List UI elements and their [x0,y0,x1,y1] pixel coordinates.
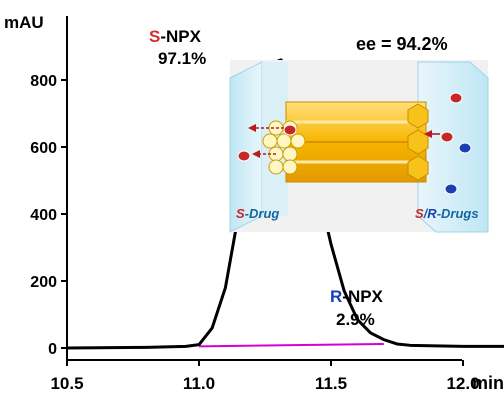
inset-right-s: S [415,206,424,221]
y-tick-label: 0 [48,341,57,358]
r-peak-suffix: -NPX [342,287,383,306]
inset-right-sep: / [423,206,429,221]
y-axis-label: mAU [4,13,44,32]
r-peak-name: R-NPX [330,287,384,306]
r-drug-molecules [444,142,472,195]
x-tick-label: 12.0 [446,374,479,393]
inset-right-r: R [427,206,437,221]
arrow-head-icon [252,150,260,158]
s-peak-suffix: -NPX [160,27,201,46]
inset-right-suffix: -Drugs [437,206,479,221]
y-tick-label: 800 [30,73,57,90]
s-peak-prefix: S [149,27,160,46]
y-tick-label: 200 [30,274,57,291]
axes [66,16,462,361]
inset-illustration: S-Drug S/R-Drugs [229,60,489,233]
inset-right-label: S/R-Drugs [415,206,479,221]
arrow-head-icon [248,124,256,132]
chromatogram-line [66,58,504,350]
arrow-head-icon [424,130,432,138]
s-peak-percent: 97.1% [158,49,206,68]
y-tick-label: 600 [30,140,57,157]
tube-ends-right [407,103,429,181]
r-peak-prefix: R [330,287,342,306]
x-tick-label: 11.5 [315,374,347,393]
r-peak-percent: 2.9% [336,310,375,329]
s-drug-molecules [237,92,463,162]
inset-left-label: S-Drug [236,206,279,221]
inset-left-s: S [236,206,245,221]
x-tick-label: 10.5 [50,374,83,393]
right-membrane [417,61,489,233]
ee-annotation: ee = 94.2% [356,34,448,54]
integration-baseline [198,342,384,348]
x-tick-label: 11.0 [183,374,215,393]
inset-left-suffix: -Drug [245,206,280,221]
y-tick-label: 400 [30,207,57,224]
plot-area [66,58,504,350]
x-axis-label: min [472,373,504,393]
s-peak-name: S-NPX [149,27,202,46]
